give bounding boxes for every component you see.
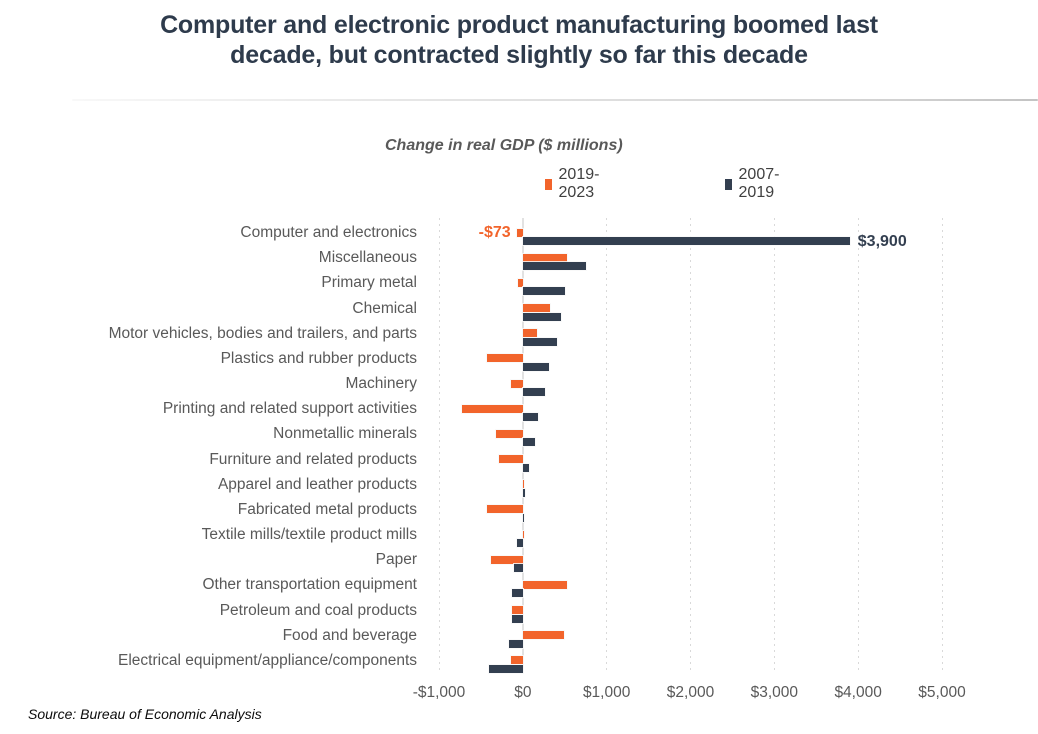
chart-axis-title: Change in real GDP ($ millions) <box>385 137 623 154</box>
bar-2007-2019 <box>522 513 525 522</box>
category-label: Paper <box>375 551 417 569</box>
bar-2007-2019 <box>522 287 565 296</box>
gridline <box>606 218 608 673</box>
gridline <box>690 218 691 673</box>
x-tick-label: $0 <box>514 684 532 701</box>
x-tick-label: $2,000 <box>666 684 715 701</box>
bar-2019-2023 <box>522 580 568 589</box>
category-label: Machinery <box>345 375 418 393</box>
bar-2007-2019 <box>522 362 549 371</box>
category-label: Textile mills/textile product mills <box>201 526 417 544</box>
bar-2019-2023 <box>517 278 523 287</box>
bar-2019-2023 <box>522 530 525 539</box>
bar-2007-2019 <box>514 564 523 573</box>
bar-2019-2023 <box>511 606 523 615</box>
category-label: Primary metal <box>321 274 417 292</box>
x-tick-label: $3,000 <box>750 684 799 701</box>
bar-2019-2023 <box>516 228 523 237</box>
bar-2007-2019 <box>509 639 523 648</box>
category-label: Plastics and rubber products <box>220 349 417 367</box>
bar-2019-2023 <box>462 404 523 413</box>
category-label: Nonmetallic minerals <box>273 425 417 443</box>
legend-item: 2019-2023 <box>545 166 604 201</box>
bar-2007-2019 <box>522 312 562 321</box>
bar-2019-2023 <box>522 253 568 262</box>
bar-2019-2023 <box>522 631 564 640</box>
category-label: Miscellaneous <box>318 249 417 267</box>
bar-2007-2019 <box>522 262 586 271</box>
category-label: Printing and related support activities <box>162 400 417 418</box>
category-label: Apparel and leather products <box>217 475 417 493</box>
bar-2019-2023 <box>522 304 550 312</box>
bar-2019-2023 <box>490 555 523 564</box>
bar-2019-2023 <box>486 505 523 514</box>
gridline <box>941 218 943 673</box>
bar-2007-2019 <box>522 337 558 346</box>
bar-2019-2023 <box>498 455 523 464</box>
category-label: Fabricated metal products <box>237 500 417 518</box>
category-label: Motor vehicles, bodies and trailers, and… <box>108 324 417 342</box>
legend-item: 2007-2019 <box>725 166 784 201</box>
legend-swatch-icon <box>545 178 552 190</box>
bar-2007-2019 <box>512 589 523 598</box>
source-note: Source: Bureau of Economic Analysis <box>28 706 262 722</box>
bar-2007-2019 <box>511 614 523 623</box>
x-tick-label: $5,000 <box>918 684 966 701</box>
bar-2019-2023 <box>510 656 523 665</box>
category-label: Other transportation equipment <box>202 576 417 594</box>
x-tick-label: $4,000 <box>834 684 882 701</box>
x-tick-label: $1,000 <box>582 684 631 701</box>
bar-2019-2023 <box>522 329 538 338</box>
legend-swatch-icon <box>725 178 732 190</box>
category-label: Chemical <box>352 299 417 317</box>
bar-2007-2019 <box>489 664 523 673</box>
category-label: Furniture and related products <box>209 450 417 468</box>
gridline <box>857 218 859 673</box>
legend-label: 2007-2019 <box>738 166 780 201</box>
bar-2019-2023 <box>486 354 523 363</box>
bar-2019-2023 <box>496 429 523 438</box>
bar-2019-2023 <box>522 480 525 489</box>
category-label: Petroleum and coal products <box>219 601 417 619</box>
bar-value-label: -$73 <box>478 224 511 241</box>
bar-2007-2019 <box>522 237 850 245</box>
title-divider <box>72 99 1038 101</box>
bar-2007-2019 <box>522 438 535 447</box>
x-tick-label: -$1,000 <box>412 684 466 701</box>
bar-2007-2019 <box>522 388 546 397</box>
category-label: Computer and electronics <box>240 224 417 241</box>
gridline <box>438 218 440 673</box>
page-title: Computer and electronic product manufact… <box>160 11 878 69</box>
bar-2007-2019 <box>522 488 525 497</box>
gridline <box>773 218 775 673</box>
bar-value-label: $3,900 <box>857 232 907 250</box>
bar-2007-2019 <box>516 539 523 548</box>
legend-label: 2019-2023 <box>558 166 600 201</box>
bar-2019-2023 <box>511 379 523 388</box>
bar-2007-2019 <box>522 463 530 472</box>
category-label: Electrical equipment/appliance/component… <box>118 651 417 669</box>
category-label: Food and beverage <box>282 626 417 644</box>
bar-2007-2019 <box>522 413 538 422</box>
